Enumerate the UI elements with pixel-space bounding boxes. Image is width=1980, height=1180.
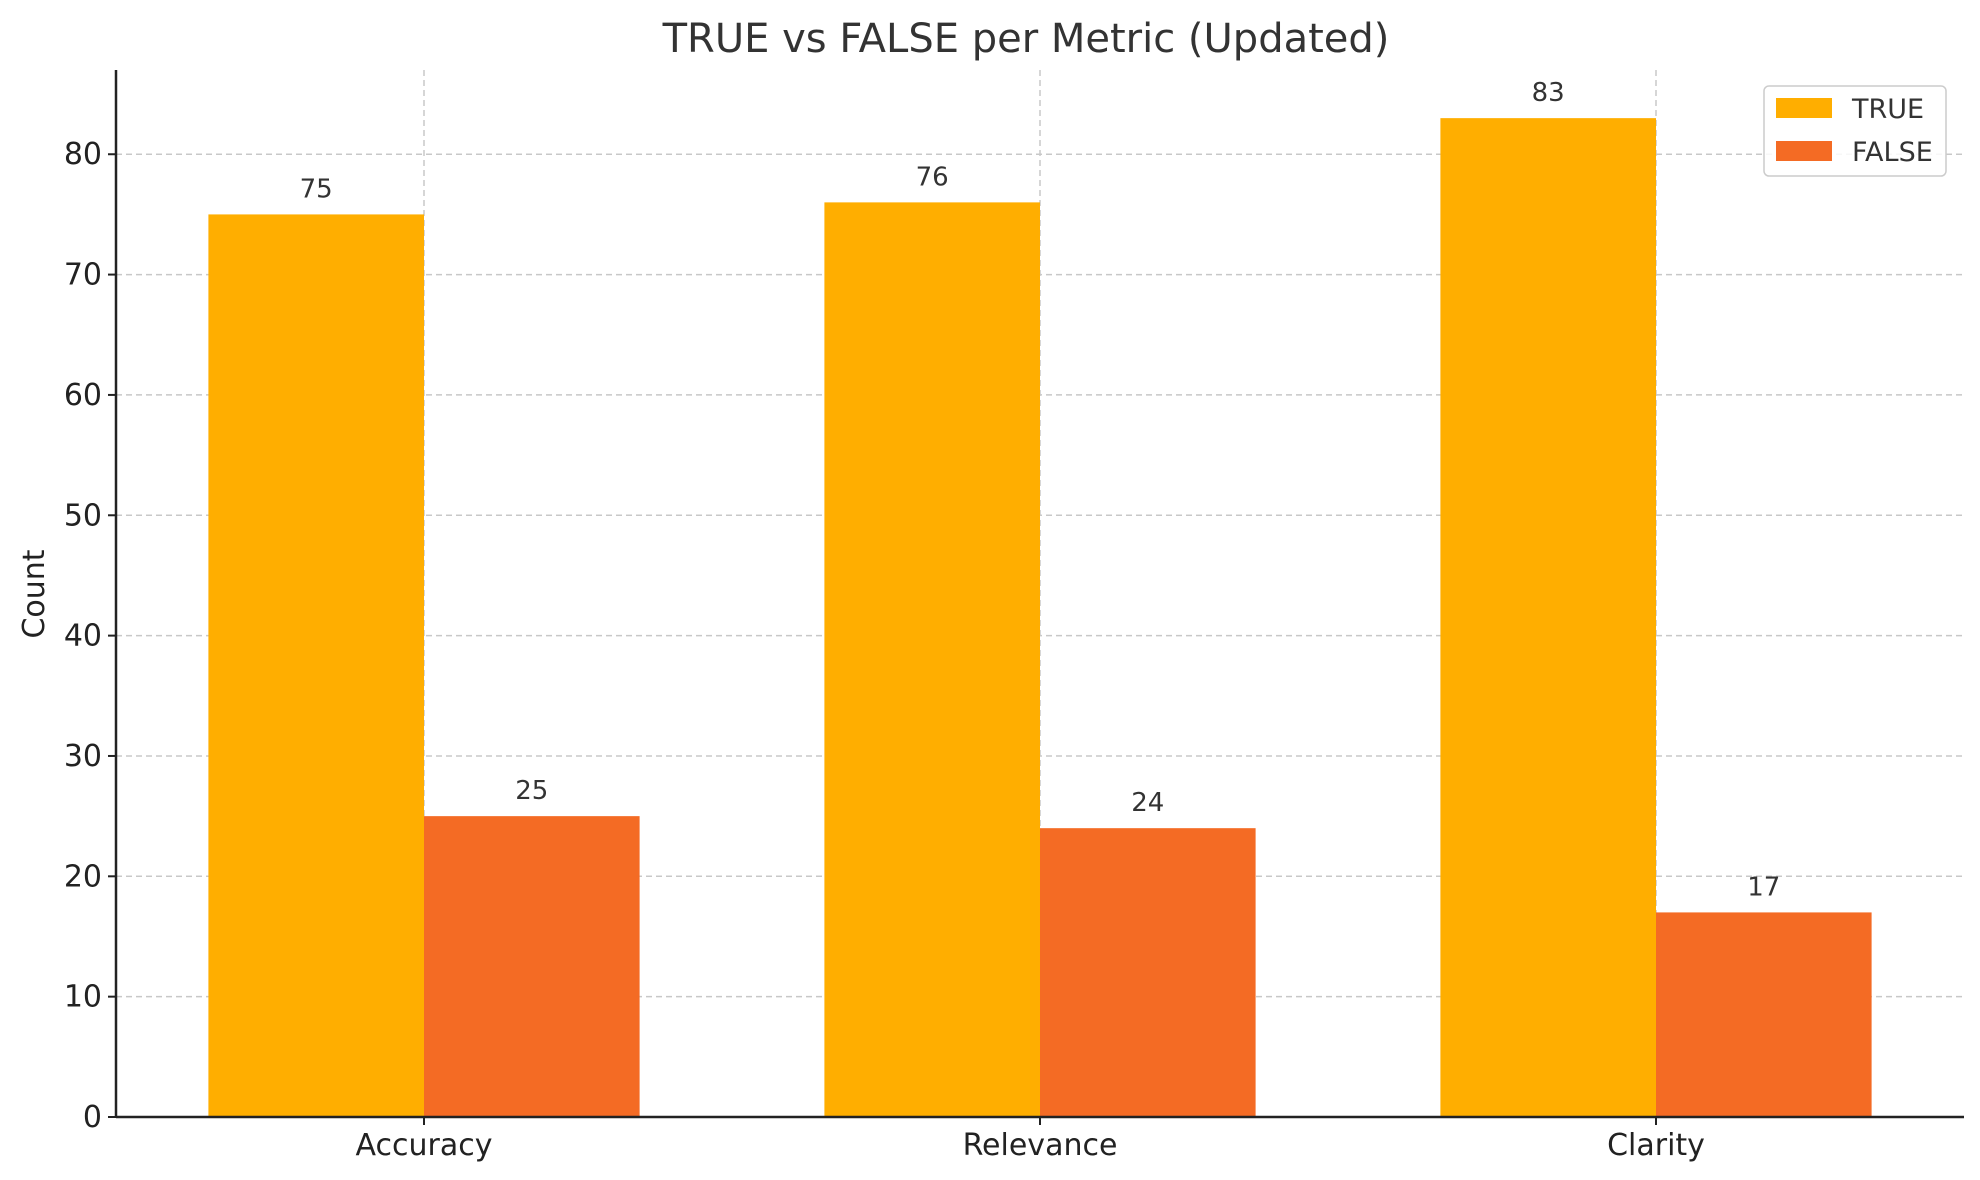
y-tick-label: 60 — [64, 378, 102, 413]
x-tick-label: Relevance — [963, 1128, 1118, 1163]
y-tick-label: 80 — [64, 137, 102, 172]
y-tick-label: 50 — [64, 498, 102, 533]
y-tick-label: 10 — [64, 980, 102, 1015]
bar-true-clarity — [1440, 118, 1656, 1117]
value-label: 25 — [515, 776, 548, 806]
bar-true-accuracy — [208, 214, 424, 1117]
x-tick-label: Accuracy — [356, 1128, 493, 1163]
legend-label-true: TRUE — [1851, 94, 1924, 125]
bar-false-clarity — [1656, 912, 1872, 1117]
bar-false-accuracy — [424, 816, 640, 1117]
x-tick-label: Clarity — [1607, 1128, 1705, 1163]
bar-false-relevance — [1040, 828, 1256, 1117]
value-label: 17 — [1747, 872, 1780, 902]
legend-swatch-true — [1776, 98, 1832, 118]
y-tick-label: 70 — [64, 258, 102, 293]
y-tick-label: 40 — [64, 619, 102, 654]
y-axis-label: Count — [17, 549, 52, 638]
bars-layer — [208, 118, 1872, 1118]
value-label: 76 — [916, 162, 949, 192]
y-tick-label: 20 — [64, 859, 102, 894]
legend-label-false: FALSE — [1852, 137, 1933, 168]
y-tick-label: 30 — [64, 739, 102, 774]
chart-title: TRUE vs FALSE per Metric (Updated) — [662, 16, 1390, 62]
value-labels: 75 76 83 25 24 17 — [300, 78, 1781, 902]
bar-true-relevance — [824, 202, 1040, 1118]
value-label: 24 — [1131, 788, 1164, 818]
tick-labels: 0 10 20 30 40 50 60 70 80 Accuracy Relevance Clarit… — [64, 137, 1705, 1163]
value-label: 75 — [300, 174, 333, 204]
legend-swatch-false — [1776, 141, 1832, 161]
y-tick-label: 0 — [83, 1100, 102, 1135]
legend[interactable]: TRUE FALSE — [1763, 85, 1947, 177]
value-label: 83 — [1532, 78, 1565, 108]
